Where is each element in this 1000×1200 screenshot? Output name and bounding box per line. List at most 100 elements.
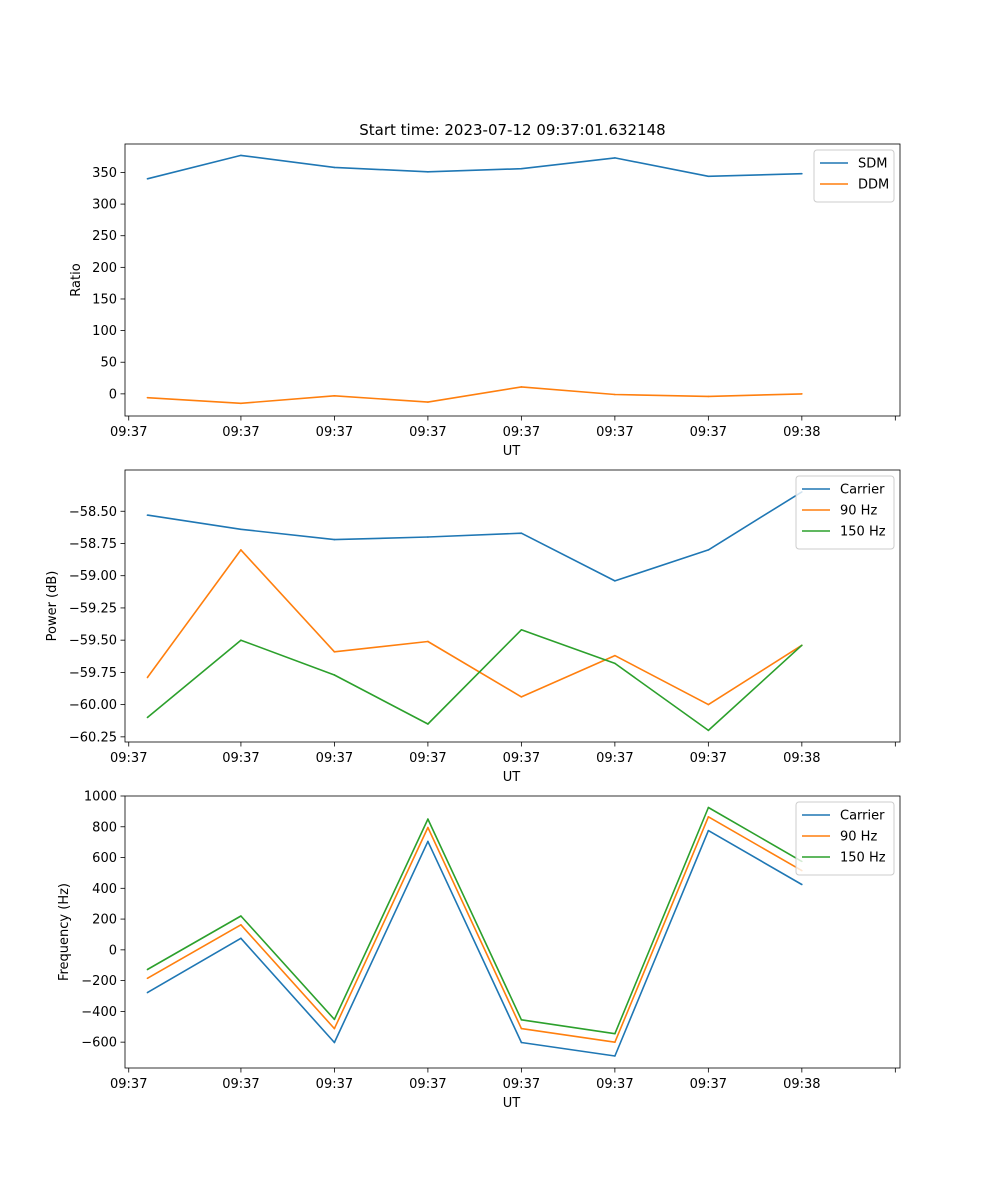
legend-label: 90 Hz — [840, 504, 877, 519]
x-tick-label: 09:37 — [222, 751, 259, 766]
data-point — [333, 1027, 336, 1030]
data-point — [614, 157, 616, 159]
data-point — [146, 514, 149, 516]
data-point — [240, 915, 242, 917]
data-point — [240, 549, 242, 551]
data-point — [427, 536, 429, 538]
y-tick-label: 200 — [92, 913, 117, 928]
data-point — [146, 676, 149, 679]
data-point — [801, 644, 803, 647]
frequency-plot: 09:37 09:37 09:37 09:37 09:37 09:37 09:37 09:38… — [57, 790, 901, 1111]
y-tick-label: 200 — [92, 261, 117, 276]
data-point — [240, 639, 242, 641]
x-tick-label: 09:37 — [503, 1077, 540, 1092]
series-line-carrier — [147, 491, 803, 582]
data-point — [240, 923, 242, 926]
figure-title: Start time: 2023-07-12 09:37:01.632148 — [359, 121, 665, 139]
series-line-sdm — [147, 154, 802, 180]
series-line-150-hz — [147, 806, 803, 1035]
power-plot: 09:37 09:37 09:37 09:37 09:37 09:37 09:37 09:38… — [45, 469, 901, 785]
data-point — [614, 393, 616, 396]
y-tick-label: −58.50 — [69, 505, 117, 520]
y-tick-label: 0 — [109, 387, 117, 402]
series-line-90-hz — [147, 815, 803, 1043]
data-point — [707, 729, 710, 732]
legend-label: Carrier — [840, 483, 885, 498]
data-point — [146, 716, 149, 719]
series-line-90-hz — [146, 549, 803, 706]
data-point — [427, 840, 429, 843]
data-point — [614, 654, 616, 657]
y-tick-label: −59.75 — [69, 666, 117, 681]
data-point — [707, 395, 710, 398]
x-tick-label: 09:37 — [110, 751, 147, 766]
data-point — [707, 703, 710, 706]
series-line-ddm — [147, 386, 802, 405]
x-tick-label: 09:37 — [409, 751, 446, 766]
x-tick-label: 09:37 — [110, 425, 147, 440]
series-line-150-hz — [146, 628, 803, 732]
data-point — [707, 549, 710, 551]
data-point — [520, 532, 523, 534]
x-tick-label: 09:37 — [110, 1077, 147, 1092]
y-tick-label: −58.75 — [69, 537, 117, 552]
y-tick-label: −400 — [81, 1005, 117, 1020]
data-point — [520, 1027, 523, 1030]
y-tick-label: 800 — [92, 820, 117, 835]
x-tick-label: 09:37 — [690, 751, 727, 766]
y-tick-label: 150 — [92, 292, 117, 307]
legend-label: Carrier — [840, 809, 885, 824]
legend-label: 90 Hz — [840, 830, 877, 845]
data-point — [707, 815, 710, 818]
data-point — [427, 818, 429, 820]
series-line-carrier — [146, 829, 803, 1057]
legend-label: DDM — [858, 178, 889, 193]
x-tick-label: 09:37 — [596, 425, 633, 440]
data-point — [707, 175, 710, 178]
x-tick-label: 09:37 — [409, 1077, 446, 1092]
x-axis-label: UT — [503, 770, 521, 785]
x-tick-label: 09:37 — [316, 751, 353, 766]
x-tick-label: 09:37 — [690, 1077, 727, 1092]
y-tick-label: 300 — [92, 198, 117, 213]
ratio-plot: 09:37 09:37 09:37 09:37 09:37 09:37 09:37 09:38… — [69, 143, 901, 459]
data-point — [240, 937, 242, 940]
data-point — [707, 829, 710, 832]
y-tick-label: −60.25 — [69, 730, 117, 745]
data-point — [614, 662, 616, 665]
data-point — [146, 177, 149, 180]
x-tick-label: 09:38 — [783, 425, 820, 440]
data-point — [520, 1019, 523, 1021]
legend-label: 150 Hz — [840, 851, 886, 866]
data-point — [333, 1018, 336, 1021]
data-point — [240, 528, 242, 531]
data-point — [427, 171, 429, 173]
data-point — [614, 580, 616, 582]
y-tick-label: 100 — [92, 324, 117, 339]
plot-frame — [124, 469, 901, 743]
data-point — [146, 991, 149, 994]
x-tick-label: 09:37 — [596, 1077, 633, 1092]
data-point — [333, 394, 336, 397]
x-tick-label: 09:37 — [690, 425, 727, 440]
y-axis-label: Ratio — [69, 263, 84, 296]
data-point — [427, 723, 429, 725]
legend-label: SDM — [858, 157, 887, 172]
data-point — [146, 396, 149, 399]
data-point — [801, 883, 803, 886]
y-tick-label: 1000 — [84, 790, 117, 805]
y-tick-label: −59.00 — [69, 569, 117, 584]
y-tick-label: 0 — [109, 943, 117, 958]
data-point — [520, 386, 523, 388]
data-point — [801, 172, 803, 175]
x-tick-label: 09:38 — [783, 751, 820, 766]
data-point — [333, 538, 336, 541]
y-tick-label: −200 — [81, 974, 117, 989]
x-tick-label: 09:37 — [316, 425, 353, 440]
data-point — [707, 806, 710, 809]
data-point — [240, 402, 242, 405]
data-point — [333, 650, 336, 653]
data-point — [520, 629, 523, 631]
x-tick-label: 09:37 — [316, 1077, 353, 1092]
x-tick-label: 09:38 — [783, 1077, 820, 1092]
